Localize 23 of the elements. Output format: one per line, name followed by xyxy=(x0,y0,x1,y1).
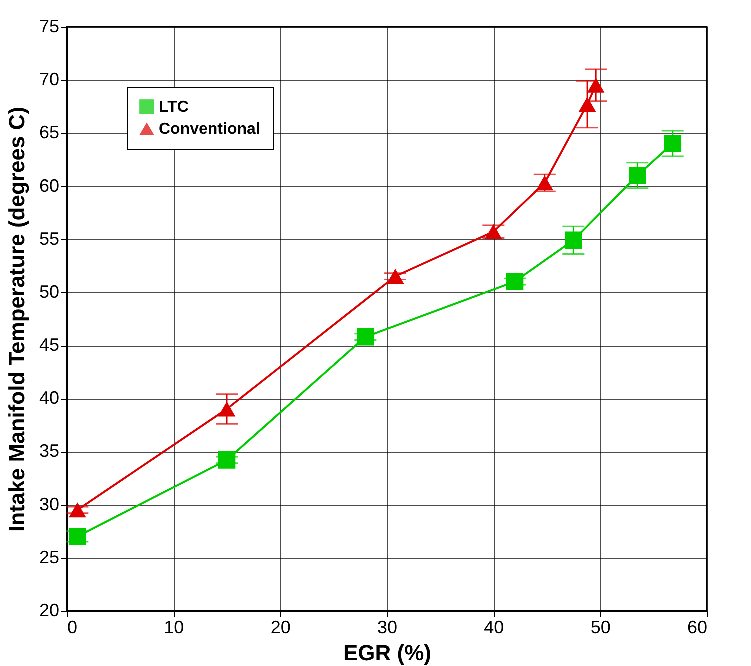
legend-label: Conventional xyxy=(159,121,260,138)
y-axis-title: Intake Manifold Temperature (degrees C) xyxy=(4,106,30,532)
x-tick-label: 30 xyxy=(377,618,398,638)
y-tick-label: 60 xyxy=(39,176,60,196)
y-tick-label: 35 xyxy=(39,441,60,462)
x-tick-label: 10 xyxy=(164,618,184,638)
y-tick-label: 70 xyxy=(39,70,60,90)
x-tick-label: 60 xyxy=(687,618,708,638)
y-tick-label: 30 xyxy=(39,494,60,514)
x-tick-label: 40 xyxy=(484,618,504,638)
legend-label: LTC xyxy=(159,99,190,116)
x-axis-title: EGR (%) xyxy=(344,640,432,666)
y-tick-label: 25 xyxy=(39,547,60,568)
x-tick-label: 50 xyxy=(590,618,611,638)
y-tick-label: 20 xyxy=(39,600,60,620)
y-tick-label: 45 xyxy=(39,335,60,356)
y-tick-label: 40 xyxy=(39,388,60,408)
x-tick-label: 20 xyxy=(270,618,291,638)
y-tick-label: 50 xyxy=(39,282,60,302)
x-tick-label: 0 xyxy=(68,618,78,638)
y-tick-label: 65 xyxy=(39,122,60,143)
y-tick-label: 75 xyxy=(39,16,60,36)
y-tick-label: 55 xyxy=(39,228,60,249)
